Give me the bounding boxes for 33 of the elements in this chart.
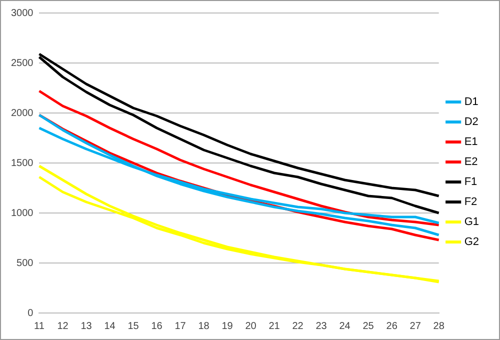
legend-label: E1 xyxy=(464,136,478,148)
x-tick-label: 23 xyxy=(316,320,328,332)
x-tick-label: 22 xyxy=(292,320,304,332)
x-tick-label: 14 xyxy=(104,320,116,332)
x-tick-label: 11 xyxy=(34,320,45,332)
x-tick-label: 15 xyxy=(128,320,140,332)
legend-label: D1 xyxy=(464,96,478,108)
x-tick-label: 25 xyxy=(362,320,374,332)
y-tick-label: 1500 xyxy=(10,158,34,169)
x-tick-label: 28 xyxy=(433,320,445,332)
x-tick-label: 16 xyxy=(151,320,163,332)
y-tick-label: 2000 xyxy=(10,108,34,119)
y-tick-label: 500 xyxy=(16,258,34,269)
x-tick-label: 24 xyxy=(339,320,351,332)
x-tick-label: 21 xyxy=(268,320,280,332)
y-tick-label: 2500 xyxy=(10,58,34,69)
legend-label: D2 xyxy=(464,116,478,128)
y-tick-label: 1000 xyxy=(10,208,34,219)
legend-label: F1 xyxy=(464,176,478,188)
x-tick-label: 26 xyxy=(386,320,398,332)
x-tick-label: 19 xyxy=(222,320,234,332)
x-tick-label: 12 xyxy=(57,320,69,332)
legend-label: F2 xyxy=(464,196,478,208)
legend-label: G1 xyxy=(464,216,480,228)
x-tick-label: 27 xyxy=(410,320,422,332)
legend-label: G2 xyxy=(464,236,480,248)
y-tick-label: 0 xyxy=(28,308,34,319)
x-tick-label: 17 xyxy=(174,320,186,332)
legend-label: E2 xyxy=(464,156,478,168)
x-tick-label: 18 xyxy=(198,320,210,332)
x-tick-label: 20 xyxy=(245,320,257,332)
x-tick-label: 13 xyxy=(80,320,92,332)
y-tick-label: 3000 xyxy=(10,8,34,19)
